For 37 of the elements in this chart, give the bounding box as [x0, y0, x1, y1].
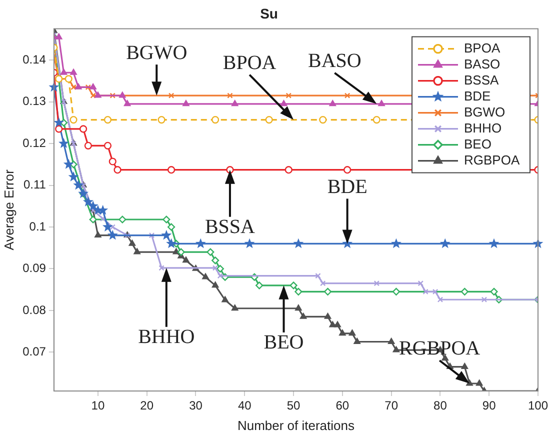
x-tick-label: 90 — [482, 398, 496, 413]
legend-label: BPOA — [464, 40, 500, 56]
x-axis-title: Number of iterations — [237, 418, 355, 433]
legend-label: BGWO — [464, 104, 506, 120]
legend-label: BDE — [464, 88, 492, 104]
legend-label: BASO — [464, 56, 500, 72]
y-tick-label: 0.13 — [22, 94, 46, 108]
x-tick-label: 60 — [336, 398, 350, 413]
annotation: BEO — [264, 332, 304, 354]
y-tick-label: 0.1 — [29, 219, 46, 234]
x-tick-label: 70 — [384, 398, 398, 413]
annotation: RGBPOA — [398, 338, 481, 360]
annotation: BPOA — [222, 52, 277, 74]
legend-label: BEO — [464, 136, 492, 152]
x-tick-label: 80 — [434, 398, 448, 413]
y-tick-label: 0.09 — [22, 261, 46, 276]
x-tick-label: 20 — [140, 398, 154, 413]
legend-label: BHHO — [464, 120, 502, 136]
x-tick-label: 10 — [91, 398, 105, 413]
x-tick-label: 40 — [238, 398, 252, 413]
y-tick-label: 0.07 — [22, 344, 46, 359]
x-tick-label: 30 — [189, 398, 203, 413]
y-axis-title: Average Error — [1, 168, 16, 250]
annotation: BASO — [308, 50, 362, 72]
legend-label: RGBPOA — [464, 152, 520, 168]
y-tick-label: 0.14 — [22, 52, 46, 66]
x-tick-label: 50 — [286, 398, 301, 413]
legend-label: BSSA — [464, 72, 500, 88]
y-tick-label: 0.12 — [22, 136, 46, 150]
annotation: BDE — [327, 176, 368, 198]
annotation: BHHO — [138, 326, 195, 348]
annotation: BGWO — [126, 42, 188, 64]
x-tick-label: 100 — [528, 398, 548, 413]
y-tick-label: 0.11 — [23, 178, 46, 192]
chart-title: Su — [260, 5, 278, 22]
annotation: BSSA — [204, 216, 256, 238]
y-tick-label: 0.08 — [22, 302, 46, 317]
